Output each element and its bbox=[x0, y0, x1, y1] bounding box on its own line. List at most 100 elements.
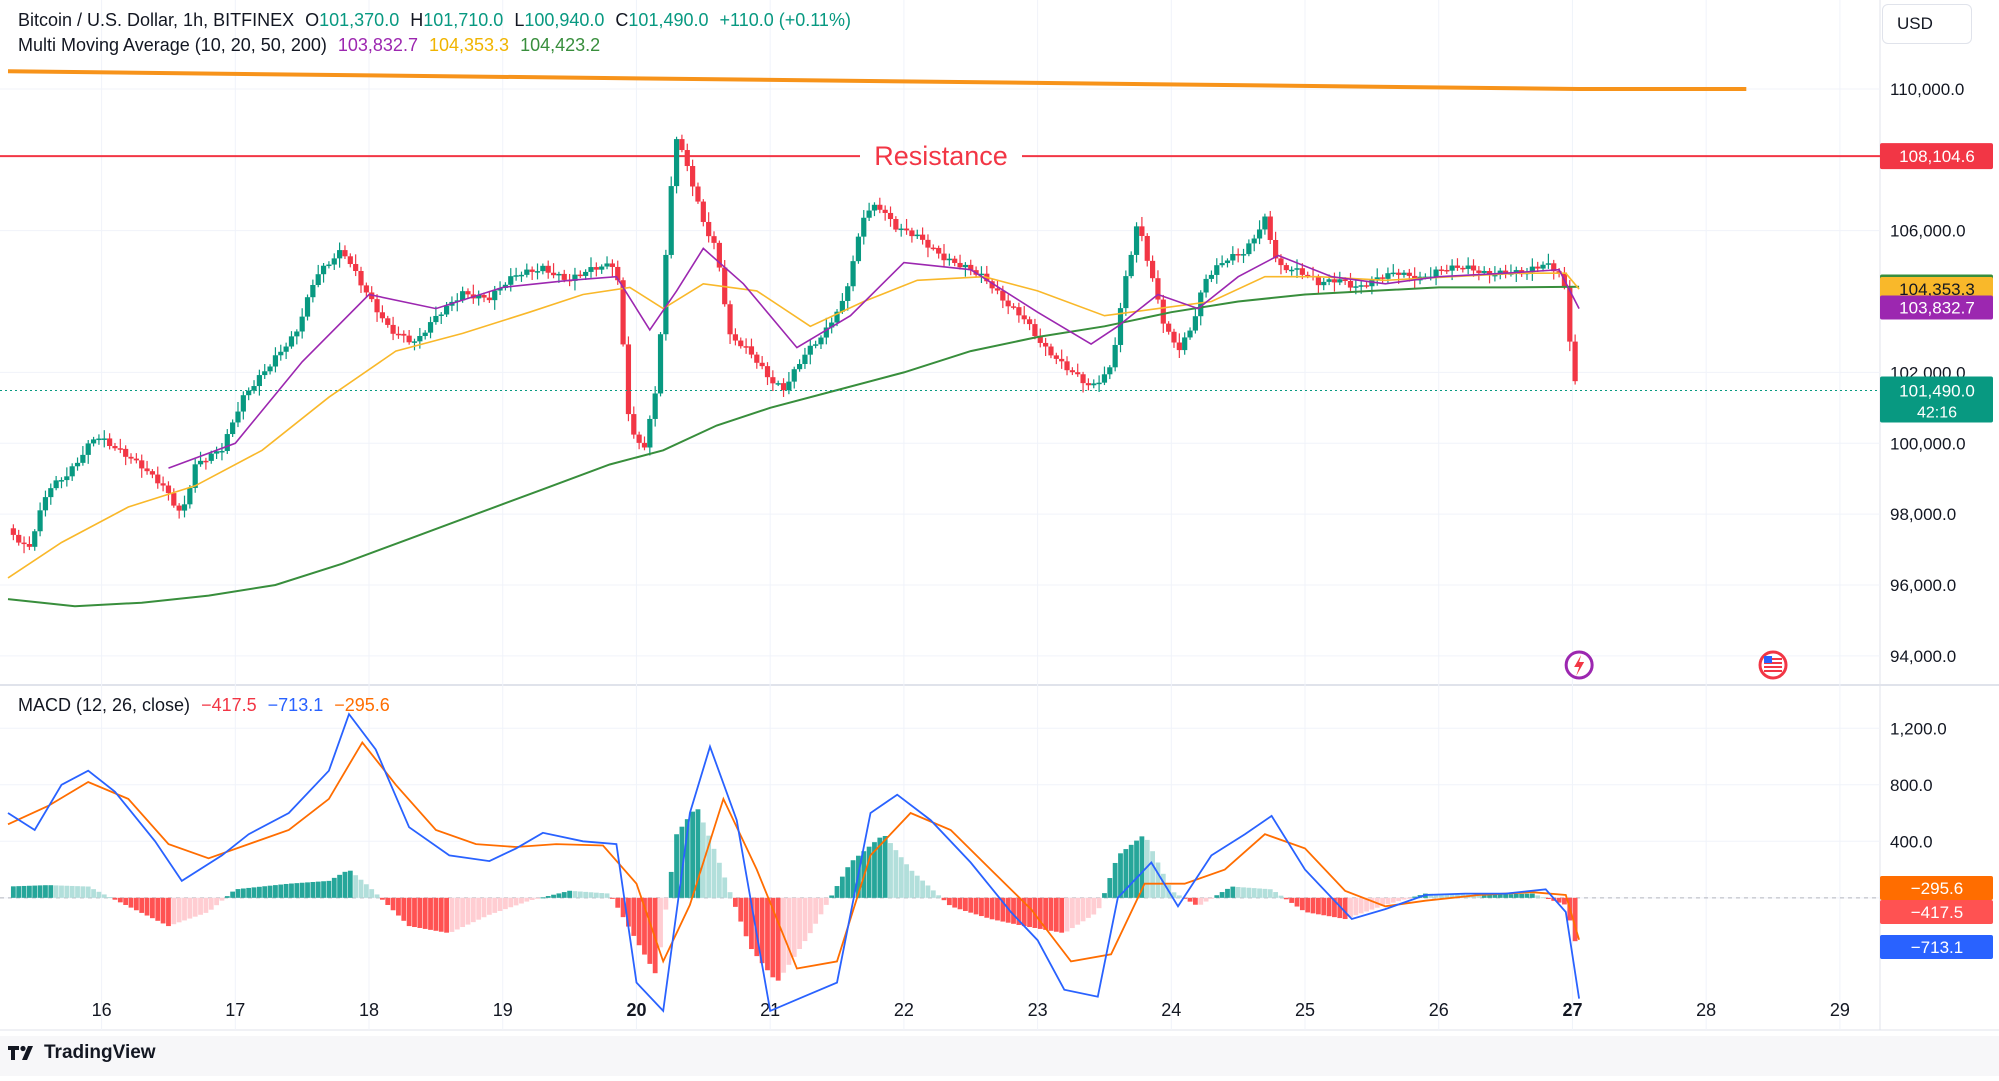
macd-hist-bar bbox=[101, 894, 107, 898]
candle-body bbox=[861, 217, 867, 237]
candle-body bbox=[1454, 265, 1461, 268]
candle-body bbox=[588, 267, 594, 272]
tradingview-logo[interactable]: TradingView bbox=[8, 1038, 156, 1068]
x-tick-label: 23 bbox=[1028, 1000, 1048, 1020]
macd-hist-bar bbox=[460, 897, 466, 928]
macd-hist-bar bbox=[519, 897, 524, 904]
candle-body bbox=[599, 266, 605, 270]
candle-body bbox=[1492, 274, 1498, 277]
candle-body bbox=[1053, 355, 1059, 359]
macd-hist-bar bbox=[529, 897, 535, 900]
macd-hist-bar bbox=[1267, 889, 1273, 898]
macd-hist-bar bbox=[337, 874, 343, 898]
macd-hist-bar bbox=[449, 897, 455, 932]
macd-legend[interactable]: MACD (12, 26, close) −417.5 −713.1 −295.… bbox=[18, 695, 396, 716]
macd-hist-bar bbox=[1011, 897, 1016, 924]
candle-body bbox=[1203, 278, 1209, 293]
candle-body bbox=[524, 269, 530, 275]
macd-hist-bar bbox=[1230, 886, 1236, 898]
candle-body bbox=[176, 505, 182, 511]
y-tick-label: 110,000.0 bbox=[1890, 80, 1964, 99]
candle-body bbox=[16, 534, 22, 543]
candle-body bbox=[203, 460, 209, 463]
candle-body bbox=[443, 305, 450, 315]
x-tick-label: 29 bbox=[1830, 1000, 1850, 1020]
macd-hist-bar bbox=[235, 889, 241, 898]
candle-body bbox=[909, 230, 915, 237]
macd-hist-bar bbox=[160, 897, 166, 924]
candle-body bbox=[834, 311, 840, 323]
macd-hist-bar bbox=[1337, 897, 1343, 919]
candle-body bbox=[192, 464, 198, 488]
candle-body bbox=[898, 228, 904, 231]
candle-body bbox=[1187, 330, 1193, 338]
candle-body bbox=[1235, 254, 1241, 256]
macd-hist-bar bbox=[941, 897, 947, 901]
macd-hist-bar bbox=[347, 870, 353, 898]
candle-body bbox=[1267, 216, 1273, 241]
macd-hist-bar bbox=[1503, 894, 1508, 898]
candle-body bbox=[326, 264, 332, 267]
candle-body bbox=[80, 454, 86, 463]
macd-hist-bar bbox=[1091, 897, 1097, 915]
candle-body bbox=[1262, 216, 1268, 230]
macd-hist-bar bbox=[524, 897, 530, 902]
macd-hist-bar bbox=[1139, 836, 1145, 898]
macd-hist-bar bbox=[438, 897, 444, 932]
macd-hist-bar bbox=[1053, 897, 1059, 932]
macd-hist-bar bbox=[711, 848, 717, 898]
candle-body bbox=[492, 290, 498, 301]
x-tick-label: 22 bbox=[894, 1000, 914, 1020]
candle-body bbox=[1545, 263, 1551, 265]
currency-button[interactable]: USD bbox=[1882, 4, 1972, 44]
x-tick-label: 24 bbox=[1161, 1000, 1181, 1020]
candle-body bbox=[315, 274, 321, 285]
macd-hist-bar bbox=[69, 885, 75, 898]
candle-body bbox=[337, 250, 343, 259]
macd-hist-bar bbox=[962, 897, 968, 911]
candle-body bbox=[989, 281, 995, 289]
candle-body bbox=[342, 250, 348, 257]
macd-hist-bar bbox=[979, 897, 984, 917]
macd-hist-bar bbox=[1556, 897, 1562, 903]
candle-body bbox=[1551, 263, 1557, 272]
macd-hist-bar bbox=[139, 897, 145, 913]
candle-body bbox=[1513, 270, 1519, 274]
macd-hist-bar bbox=[412, 897, 417, 928]
macd-hist-bar bbox=[1118, 853, 1123, 898]
candle-body bbox=[224, 434, 230, 451]
macd-hist-bar bbox=[198, 897, 203, 915]
tradingview-logo-icon bbox=[8, 1045, 33, 1060]
candle-body bbox=[460, 291, 466, 301]
macd-hist-bar bbox=[1529, 893, 1535, 898]
ma-legend[interactable]: Multi Moving Average (10, 20, 50, 200) 1… bbox=[18, 35, 606, 56]
candle-body bbox=[165, 485, 172, 494]
macd-hist-bar bbox=[10, 886, 16, 898]
macd-hist-bar bbox=[1043, 897, 1049, 930]
candle-body bbox=[1037, 336, 1043, 343]
macd-hist-bar bbox=[888, 843, 893, 898]
macd-signal-line bbox=[7, 740, 1580, 970]
candle-body bbox=[246, 390, 252, 396]
candle-body bbox=[1192, 316, 1198, 331]
candle-body bbox=[1043, 342, 1049, 347]
candle-body bbox=[1021, 315, 1027, 320]
candle-body bbox=[1294, 268, 1300, 270]
macd-hist-bar bbox=[743, 897, 749, 937]
macd-hist-bar bbox=[1332, 897, 1337, 918]
macd-hist-bar bbox=[593, 892, 599, 898]
candle-body bbox=[69, 466, 75, 477]
candle-body bbox=[1230, 254, 1236, 261]
candle-body bbox=[1208, 274, 1215, 279]
candle-body bbox=[583, 271, 589, 276]
macd-hist-bar bbox=[839, 876, 845, 898]
macd-hist-bar bbox=[1326, 897, 1332, 917]
candle-body bbox=[1080, 374, 1086, 384]
macd-hist-bar bbox=[203, 897, 209, 913]
candle-body bbox=[550, 272, 557, 276]
macd-hist-bar bbox=[385, 897, 391, 905]
macd-hist-bar bbox=[1283, 897, 1289, 900]
candle-body bbox=[1069, 370, 1075, 373]
candle-body bbox=[1476, 270, 1482, 273]
